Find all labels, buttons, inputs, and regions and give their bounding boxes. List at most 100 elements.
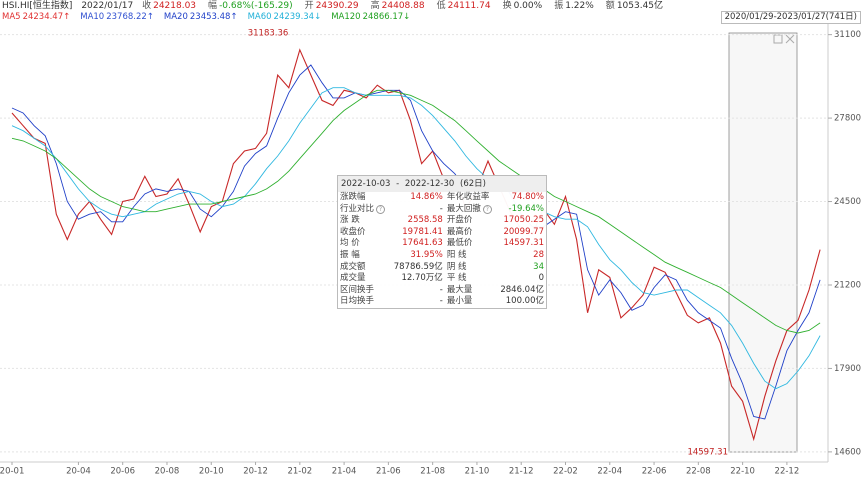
help-icon[interactable]: ? (482, 204, 492, 214)
quote-item: 幅 -0.68%(-165.29) (208, 1, 299, 11)
date: 2022/01/17 (81, 1, 134, 11)
x-tick-label: 22-02 (553, 467, 578, 477)
y-tick-label: 21200 (834, 280, 861, 290)
stat-value: - (439, 284, 443, 295)
stat-value: 19781.41 (402, 226, 443, 237)
stat-label-text: 最高价 (446, 226, 473, 237)
stat-label: 最大量 (445, 285, 496, 297)
ma-name: MA120 (331, 12, 361, 22)
ma-value: 24239.34↓ (273, 12, 322, 22)
stat-label: 平 线 (445, 273, 496, 285)
stat-value: 17641.63 (402, 238, 443, 249)
quote-header: HSI.HI[恒生指数] 2022/01/17 收 24218.03 幅 -0.68%… (2, 1, 675, 12)
stat-label-text: 日均换手 (340, 296, 375, 307)
selection-range[interactable] (728, 32, 798, 453)
x-tick-label: 20-10 (199, 467, 224, 477)
stats-row: 振 幅 31.95% 阳 线 28 (338, 250, 546, 262)
stat-label-text: 阳 线 (446, 249, 467, 260)
end-date[interactable]: 2022-12-30 (404, 179, 455, 189)
stat-label-text: 振 幅 (340, 249, 360, 260)
stat-label: 阳 线 (445, 250, 496, 262)
stat-label-text: 均 价 (340, 238, 360, 249)
stat-label: 最大回撤? (445, 204, 496, 216)
quote-label: 幅 (208, 1, 218, 11)
quote-item: 振 1.22% (554, 1, 600, 11)
stat-label-text: 平 线 (446, 273, 467, 284)
x-tick-label: 21-10 (465, 467, 490, 477)
stat-value: 2558.58 (407, 215, 443, 226)
quote-value: 1.22% (565, 1, 594, 11)
quote-value: 1053.45亿 (616, 1, 664, 11)
start-date[interactable]: 2022-10-03 (341, 179, 391, 189)
stat-value: - (439, 203, 443, 214)
stat-label: 行业对比? (338, 204, 389, 216)
stat-value: 100.00亿 (505, 296, 544, 307)
stat-label-text: 年化收益率 (446, 192, 490, 202)
ma-line (11, 87, 821, 390)
stat-value: - (439, 296, 443, 307)
stat-label-text: 最低价 (446, 238, 473, 249)
stat-value: 74.80% (511, 192, 544, 202)
x-tick-label: 21-04 (332, 467, 357, 477)
date-range[interactable]: 2020/01/29-2023/01/27(741日) (720, 11, 861, 24)
quote-value: 24218.03 (153, 1, 197, 11)
ma-line (11, 89, 821, 334)
stat-label: 区间换手 (338, 285, 389, 297)
stat-label: 涨跌幅 (338, 192, 389, 204)
quote-label: 高 (370, 1, 380, 11)
quote-label: 低 (436, 1, 446, 11)
ma-value: 24866.17↓ (362, 12, 411, 22)
stat-label-text: 阴 线 (446, 261, 467, 272)
stat-label-text: 涨跌幅 (340, 192, 366, 202)
symbol: HSI.HI[恒生指数] (2, 1, 73, 11)
stat-label: 振 幅 (338, 250, 389, 262)
stat-label: 涨 跌 (338, 215, 389, 227)
x-tick-label: 22-10 (730, 467, 755, 477)
ma-value: 24234.47↑ (22, 12, 71, 22)
stat-value: 12.70万亿 (401, 273, 443, 284)
x-tick-label: 22-08 (686, 467, 711, 477)
quote-value: 0.00% (513, 1, 543, 11)
stat-value: 17050.25 (503, 215, 544, 226)
stats-row: 成交量 12.70万亿平 线 0 (338, 273, 546, 285)
stat-label: 年化收益率 (445, 192, 496, 204)
stats-row: 收盘价 19781.41 最高价 20099.77 (338, 227, 546, 239)
x-tick-label: 20-06 (110, 467, 135, 477)
y-tick-label: 24500 (834, 197, 861, 207)
popup-title: 2022-10-03 - 2022-12-30 (62日) (338, 176, 546, 192)
stat-label-text: 最大量 (446, 284, 473, 295)
stat-value: 14.86% (410, 192, 443, 202)
stat-label-text: 成交额 (340, 261, 366, 272)
quote-label: 开 (304, 1, 314, 11)
ma-item: MA5 24234.47↑ (2, 12, 75, 22)
stats-row: 日均换手 - 最小量 100.00亿 (338, 296, 546, 308)
stats-row: 行业对比? - 最大回撤? -19.64% (338, 204, 546, 216)
ma-line (11, 64, 821, 420)
ma-item: MA20 23453.48↑ (164, 12, 243, 22)
stats-row: 涨跌幅 14.86% 年化收益率 74.80% (338, 192, 546, 204)
ma-item: MA120 24866.17↓ (331, 12, 415, 22)
x-tick-label: 21-02 (287, 467, 312, 477)
y-tick-label: 27800 (834, 114, 861, 124)
range-stats-popup: 2022-10-03 - 2022-12-30 (62日) 涨跌幅 14.86% 年… (337, 175, 547, 309)
stat-label-text: 收盘价 (340, 226, 366, 237)
price-annotation: 14597.31 (687, 448, 728, 458)
quote-label: 换 (502, 1, 512, 11)
separator: - (396, 179, 400, 189)
stat-label: 阴 线 (445, 262, 496, 274)
stat-label: 收盘价 (338, 227, 389, 239)
x-tick-label: 21-08 (420, 467, 445, 477)
stat-value: 14597.31 (503, 238, 544, 249)
stat-label-text: 区间换手 (340, 284, 375, 295)
close-icon[interactable] (785, 34, 795, 44)
quote-value: 24408.88 (381, 1, 425, 11)
stat-label-text: 开盘价 (446, 215, 473, 226)
stat-label: 最小量 (445, 296, 496, 308)
help-icon[interactable]: ? (376, 204, 386, 214)
stat-value: 78786.59亿 (393, 261, 443, 272)
ma-item: MA10 23768.22↑ (80, 12, 159, 22)
stat-label: 开盘价 (445, 215, 496, 227)
x-tick-label: 20-12 (243, 467, 268, 477)
stat-value: -19.64% (508, 203, 544, 214)
